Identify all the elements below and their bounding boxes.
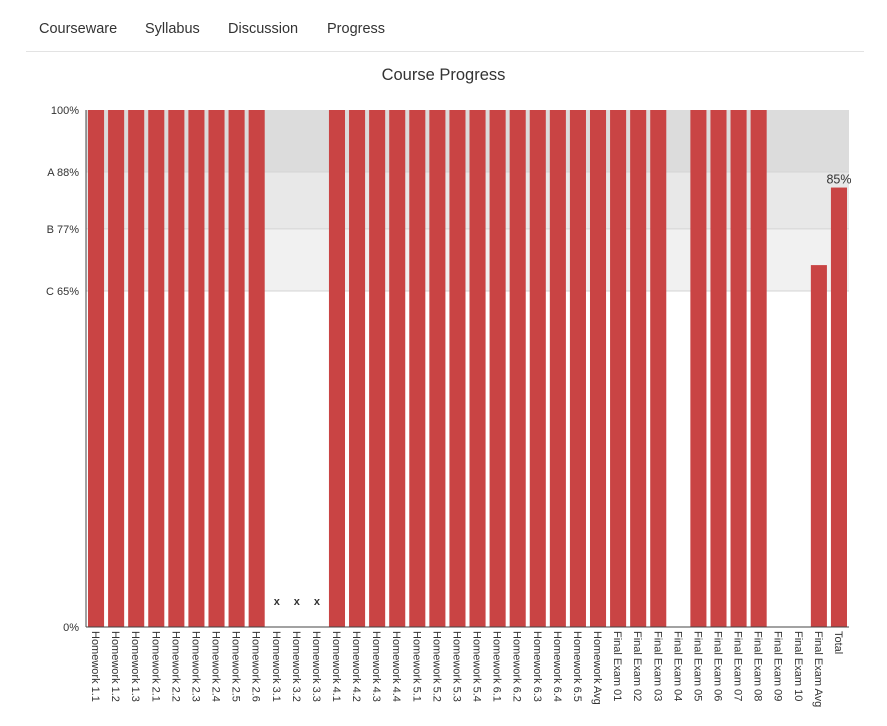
bar — [810, 265, 827, 627]
x-tick-label: Homework 4.4 — [390, 631, 402, 702]
bar — [389, 110, 406, 627]
bar — [228, 110, 245, 627]
bar — [610, 110, 627, 627]
chart-title: Course Progress — [381, 66, 506, 84]
nav-courseware[interactable]: Courseware — [39, 21, 118, 37]
bar — [690, 110, 707, 627]
x-tick-label: Homework 2.3 — [189, 631, 201, 702]
x-tick-label: Homework 6.5 — [571, 631, 583, 702]
x-tick-label: Homework Avg — [591, 631, 603, 705]
x-tick-label: Final Exam 09 — [772, 631, 784, 701]
x-tick-label: Homework 3.1 — [270, 631, 282, 702]
y-tick-label: C 65% — [46, 286, 79, 298]
x-tick-label: Homework 1.3 — [129, 631, 141, 702]
x-tick-label: Homework 4.3 — [370, 631, 382, 702]
nav-progress[interactable]: Progress — [327, 21, 386, 37]
bar — [489, 110, 506, 627]
x-tick-label: Homework 4.1 — [330, 631, 342, 702]
x-tick-label: Homework 3.2 — [290, 631, 302, 702]
x-tick-label: Homework 2.5 — [230, 631, 242, 702]
x-tick-label: Homework 5.4 — [471, 631, 483, 702]
x-tick-label: Final Exam 04 — [671, 631, 683, 701]
bar — [108, 110, 125, 627]
bar — [88, 110, 105, 627]
bar — [248, 110, 265, 627]
bar — [469, 110, 486, 627]
x-tick-label: Final Exam 05 — [691, 631, 703, 701]
bar — [188, 110, 205, 627]
x-tick-label: Homework 5.1 — [410, 631, 422, 702]
bar — [830, 187, 847, 628]
bar — [349, 110, 366, 627]
x-tick-label: Final Exam 03 — [651, 631, 663, 701]
bar — [168, 110, 185, 627]
x-tick-label: Homework 3.3 — [310, 631, 322, 702]
y-tick-label: B 77% — [47, 224, 80, 236]
x-tick-label: Final Exam 08 — [752, 631, 764, 701]
bar — [148, 110, 165, 627]
bar — [128, 110, 145, 627]
x-tick-label: Homework 6.3 — [531, 631, 543, 702]
bar — [569, 110, 586, 627]
x-tick-label: Homework 2.1 — [149, 631, 161, 702]
x-tick-label: Total — [832, 631, 844, 654]
x-tick-label: Homework 6.1 — [491, 631, 503, 702]
bar — [328, 110, 346, 627]
dropped-marker: x — [314, 596, 321, 608]
bar — [429, 110, 446, 627]
x-tick-label: Homework 4.2 — [350, 631, 362, 702]
x-tick-label: Homework 1.1 — [89, 631, 101, 702]
x-tick-label: Final Exam 01 — [611, 631, 623, 701]
bar — [369, 110, 386, 627]
dropped-marker: x — [274, 596, 281, 608]
y-tick-label: A 88% — [47, 167, 79, 179]
data-label-total: 85% — [826, 173, 851, 187]
nav-syllabus[interactable]: Syllabus — [145, 21, 200, 37]
x-tick-label: Homework 6.2 — [511, 631, 523, 702]
bar — [630, 110, 647, 627]
bar — [449, 110, 466, 627]
bar — [730, 110, 747, 627]
y-tick-label: 100% — [51, 105, 79, 117]
x-tick-label: Homework 2.2 — [169, 631, 181, 702]
x-tick-label: Homework 5.3 — [450, 631, 462, 702]
y-tick-label: 0% — [63, 622, 79, 634]
x-tick-label: Homework 1.2 — [109, 631, 121, 702]
x-tick-label: Final Exam Avg — [812, 631, 824, 707]
bar — [409, 110, 426, 627]
x-tick-label: Homework 5.2 — [430, 631, 442, 702]
bar — [750, 110, 767, 627]
bar — [208, 110, 225, 627]
bar — [589, 110, 607, 627]
bar — [529, 110, 546, 627]
bar — [509, 110, 526, 627]
x-tick-label: Final Exam 07 — [732, 631, 744, 701]
bar — [710, 110, 727, 627]
nav-discussion[interactable]: Discussion — [228, 21, 299, 37]
x-tick-label: Final Exam 02 — [631, 631, 643, 701]
x-tick-label: Final Exam 10 — [792, 631, 804, 701]
bar — [549, 110, 566, 627]
dropped-marker: x — [294, 596, 301, 608]
x-tick-label: Final Exam 06 — [711, 631, 723, 701]
x-tick-label: Homework 2.6 — [250, 631, 262, 702]
course-nav: Courseware Syllabus Discussion Progress — [26, 0, 864, 52]
bar — [650, 110, 667, 627]
x-tick-label: Homework 2.4 — [210, 631, 222, 702]
x-tick-label: Homework 6.4 — [551, 631, 563, 702]
